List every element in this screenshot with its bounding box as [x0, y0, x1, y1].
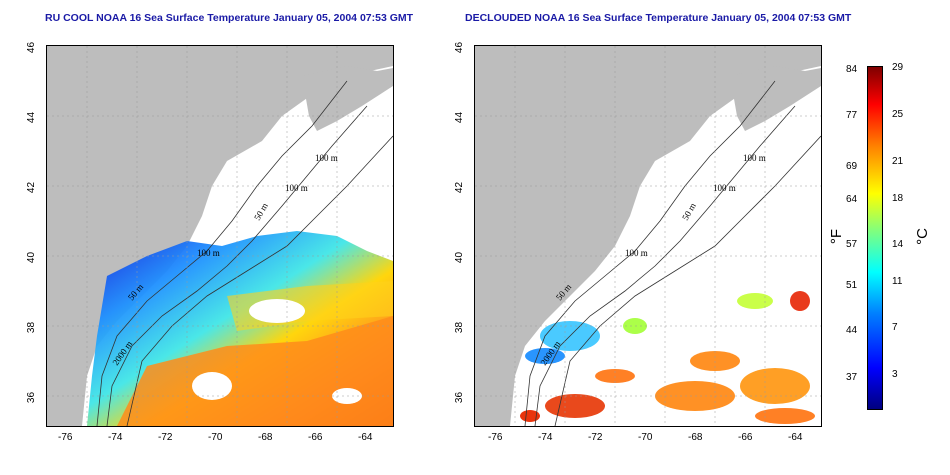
lat-tick-label: 44	[26, 111, 38, 124]
fahrenheit-unit: °F	[828, 228, 846, 245]
contour-label: 100 m	[743, 153, 766, 163]
right-map-canvas: 100 m 100 m 50 m 100 m 50 m 2000 m	[475, 46, 821, 426]
lon-tick-label: -66	[738, 432, 753, 443]
celsius-label: 29	[892, 62, 904, 73]
fahrenheit-label: 69	[846, 161, 858, 172]
temperature-colorbar	[867, 66, 883, 410]
contour-label: 100 m	[285, 183, 308, 193]
lon-tick-label: -72	[588, 432, 603, 443]
fahrenheit-label: 51	[846, 280, 858, 291]
lon-tick-label: -70	[208, 432, 223, 443]
contour-label: 50 m	[252, 201, 270, 222]
left-map-panel[interactable]: 100 m 100 m 50 m 100 m 50 m 2000 m	[46, 45, 394, 427]
lon-tick-label: -76	[488, 432, 503, 443]
contour-label: 100 m	[315, 153, 338, 163]
lat-tick-label: 38	[26, 321, 38, 334]
lon-tick-label: -70	[638, 432, 653, 443]
lon-tick-label: -66	[308, 432, 323, 443]
celsius-label: 21	[892, 156, 904, 167]
celsius-label: 7	[892, 322, 898, 333]
lat-tick-label: 40	[454, 251, 466, 264]
lon-tick-label: -64	[358, 432, 373, 443]
lat-tick-label: 36	[26, 391, 38, 404]
nova-scotia	[730, 66, 821, 131]
left-map-canvas: 100 m 100 m 50 m 100 m 50 m 2000 m	[47, 46, 393, 426]
celsius-unit: °C	[913, 228, 931, 245]
lon-tick-label: -68	[258, 432, 273, 443]
right-map-panel[interactable]: 100 m 100 m 50 m 100 m 50 m 2000 m	[474, 45, 822, 427]
fahrenheit-label: 57	[846, 239, 858, 250]
fahrenheit-label: 77	[846, 110, 858, 121]
fahrenheit-label: 37	[846, 372, 858, 383]
lat-tick-label: 42	[26, 181, 38, 194]
lat-tick-label: 38	[454, 321, 466, 334]
lat-tick-label: 40	[26, 251, 38, 264]
celsius-label: 11	[892, 276, 903, 287]
right-map-title: DECLOUDED NOAA 16 Sea Surface Temperatur…	[465, 12, 852, 24]
contour-label: 100 m	[713, 183, 736, 193]
contour-label: 100 m	[625, 248, 648, 258]
lon-tick-label: -72	[158, 432, 173, 443]
lat-tick-label: 46	[26, 41, 38, 54]
celsius-label: 3	[892, 369, 898, 380]
lon-tick-label: -76	[58, 432, 73, 443]
contour-label: 100 m	[197, 248, 220, 258]
lat-tick-label: 44	[454, 111, 466, 124]
land-mass	[475, 46, 821, 426]
left-map-title: RU COOL NOAA 16 Sea Surface Temperature …	[45, 12, 414, 24]
fahrenheit-label: 64	[846, 194, 858, 205]
lat-tick-label: 36	[454, 391, 466, 404]
lon-tick-label: -74	[108, 432, 123, 443]
fahrenheit-label: 84	[846, 64, 858, 75]
lat-tick-label: 46	[454, 41, 466, 54]
celsius-label: 18	[892, 193, 904, 204]
nova-scotia	[302, 66, 393, 131]
lat-tick-label: 42	[454, 181, 466, 194]
land-mass	[47, 46, 393, 426]
lon-tick-label: -64	[788, 432, 803, 443]
celsius-label: 14	[892, 239, 904, 250]
fahrenheit-label: 44	[846, 325, 858, 336]
celsius-label: 25	[892, 109, 904, 120]
lon-tick-label: -68	[688, 432, 703, 443]
lon-tick-label: -74	[538, 432, 553, 443]
sst-patches	[520, 291, 815, 424]
contour-label: 50 m	[680, 201, 698, 222]
